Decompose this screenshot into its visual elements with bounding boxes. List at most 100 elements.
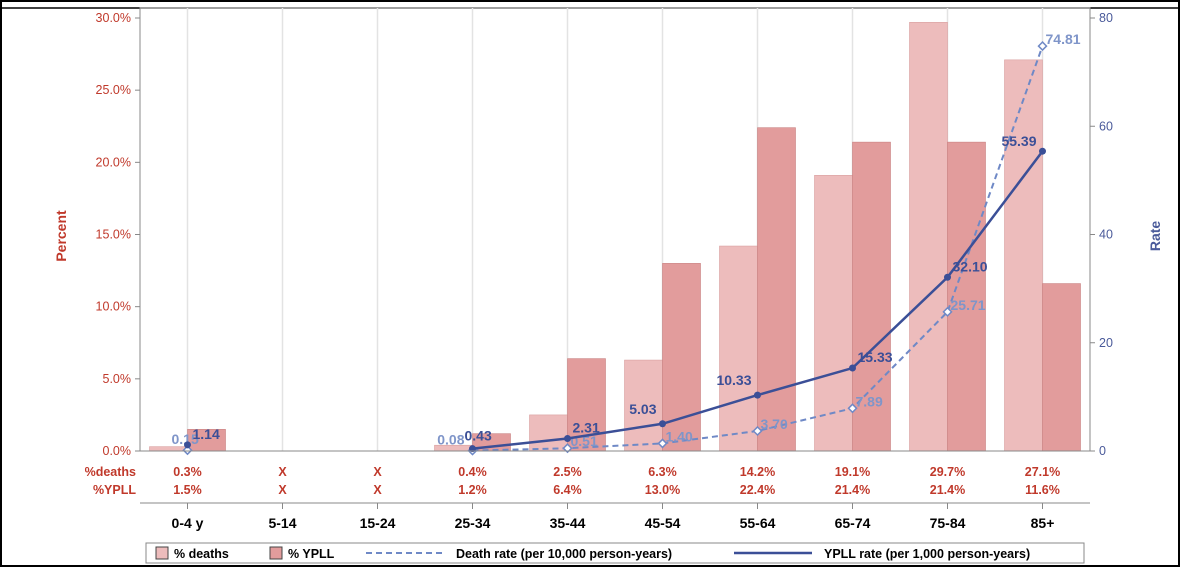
table-cell: 19.1%: [835, 465, 870, 479]
yll-rate-data-label: 32.10: [953, 258, 988, 274]
yll-rate-marker: [1039, 147, 1046, 155]
table-cell: 13.0%: [645, 483, 680, 497]
yll-rate-marker: [849, 364, 856, 372]
bar-pct-yll: [852, 141, 891, 452]
death-rate-data-label: 1.40: [666, 428, 693, 444]
bar-pct-deaths: [1004, 59, 1043, 452]
table-cell: 1.5%: [173, 483, 202, 497]
legend-swatch-deaths: [155, 546, 169, 560]
death-rate-marker: [847, 403, 858, 414]
y2-tick-label: 60: [1099, 119, 1113, 133]
death-rate-marker: [657, 438, 668, 449]
x-tick-label: 45-54: [645, 515, 681, 531]
table-cell: X: [373, 483, 382, 497]
x-tick-label: 55-64: [740, 515, 776, 531]
table-cell: X: [278, 465, 287, 479]
yll-rate-data-label: 55.39: [1001, 133, 1036, 149]
bar-pct-yll: [1042, 283, 1081, 452]
table-cell: 29.7%: [930, 465, 965, 479]
yll-rate-marker: [944, 273, 951, 281]
bar-pct-deaths: [624, 359, 663, 452]
yll-rate-marker: [469, 445, 476, 453]
table-cell: 1.2%: [458, 483, 487, 497]
bar-pct-yll: [662, 263, 701, 452]
y-tick-label: 20.0%: [96, 155, 131, 169]
y-axis-label: Percent: [53, 210, 69, 262]
yll-rate-marker: [659, 420, 666, 428]
yll-rate-data-label: 5.03: [629, 401, 656, 417]
table-label-yll: %YPLL: [93, 483, 136, 497]
y-tick-label: 10.0%: [96, 300, 131, 314]
table-cell: 21.4%: [930, 483, 965, 497]
table-cell: 0.3%: [173, 465, 202, 479]
yll-rate-data-label: 1.14: [193, 426, 220, 442]
table-cell: 22.4%: [740, 483, 775, 497]
yll-rate-marker: [184, 441, 191, 449]
legend-label-deaths: % deaths: [174, 547, 229, 561]
legend-label-yll: % YPLL: [288, 547, 335, 561]
y-tick-label: 15.0%: [96, 228, 131, 242]
bar-layer: [149, 22, 1081, 452]
yll-rate-data-label: 2.31: [573, 419, 600, 435]
bar-pct-yll: [757, 127, 796, 452]
x-tick-label: 75-84: [930, 515, 966, 531]
x-tick-label: 25-34: [455, 515, 491, 531]
yll-rate-data-label: 0.43: [465, 428, 492, 444]
bar-pct-deaths: [529, 414, 568, 452]
death-rate-data-label: 0.08: [437, 432, 464, 448]
x-tick-label: 0-4 y: [172, 515, 204, 531]
x-tick-label: 5-14: [268, 515, 296, 531]
legend: % deaths % YPLL Death rate (per 10,000 per…: [145, 542, 1085, 564]
y2-tick-label: 80: [1099, 11, 1113, 25]
x-axis-ticks: 0-4 y 5-14 15-24 25-34 35-44 45-54 55-64 65-74 7…: [172, 503, 1055, 531]
death-rate-data-label: 7.89: [856, 393, 883, 409]
y2-tick-label: 0: [1099, 444, 1106, 458]
x-tick-label: 15-24: [360, 515, 396, 531]
table-cell: 11.6%: [1025, 483, 1060, 497]
y2-tick-label: 40: [1099, 228, 1113, 242]
y-tick-label: 25.0%: [96, 83, 131, 97]
yll-rate-marker: [754, 391, 761, 399]
top-strip-border: [0, 0, 1180, 9]
table-cell: 0.4%: [458, 465, 487, 479]
table-cell: 2.5%: [553, 465, 582, 479]
table-cell: X: [278, 483, 287, 497]
yll-rate-marker: [564, 434, 571, 442]
yll-rate-data-label: 15.33: [858, 349, 893, 365]
table-cell: 6.3%: [648, 465, 677, 479]
data-table: %deaths 0.3% X X 0.4% 2.5% 6.3% 14.2% 19.1% 29.7%…: [85, 465, 1090, 504]
death-rate-data-label: 74.81: [1046, 31, 1081, 47]
death-rate-marker: [1037, 41, 1048, 52]
bar-pct-deaths: [149, 446, 188, 452]
bar-pct-deaths: [814, 175, 853, 452]
table-label-deaths: %deaths: [85, 465, 136, 479]
y-tick-label: 30.0%: [96, 11, 131, 25]
table-cell: 27.1%: [1025, 465, 1060, 479]
bar-pct-deaths: [719, 245, 758, 452]
bar-pct-deaths: [909, 22, 948, 452]
table-cell: 14.2%: [740, 465, 775, 479]
death-rate-data-label: 0.15: [172, 431, 199, 447]
table-cell: X: [373, 465, 382, 479]
x-tick-label: 85+: [1031, 515, 1055, 531]
axis-layer: Percent Rate 0.0% 5.0% 10.0% 15.0% 20.0% 25.0…: [53, 8, 1163, 458]
death-rate-data-label: 25.71: [951, 297, 986, 313]
death-rate-marker: [752, 425, 763, 437]
yll-rate-data-label: 10.33: [716, 372, 751, 388]
death-rate-marker: [182, 445, 193, 456]
legend-box: [145, 542, 1085, 564]
x-tick-label: 65-74: [835, 515, 871, 531]
legend-label-death-rate: Death rate (per 10,000 person-years): [456, 547, 672, 561]
y-tick-label: 0.0%: [103, 444, 132, 458]
table-cell: 21.4%: [835, 483, 870, 497]
y-tick-label: 5.0%: [103, 372, 132, 386]
table-cell: 6.4%: [553, 483, 582, 497]
death-rate-marker: [562, 443, 573, 454]
y2-axis-label: Rate: [1147, 221, 1163, 252]
death-rate-marker: [942, 306, 953, 317]
death-rate-data-label: 3.70: [761, 416, 788, 432]
